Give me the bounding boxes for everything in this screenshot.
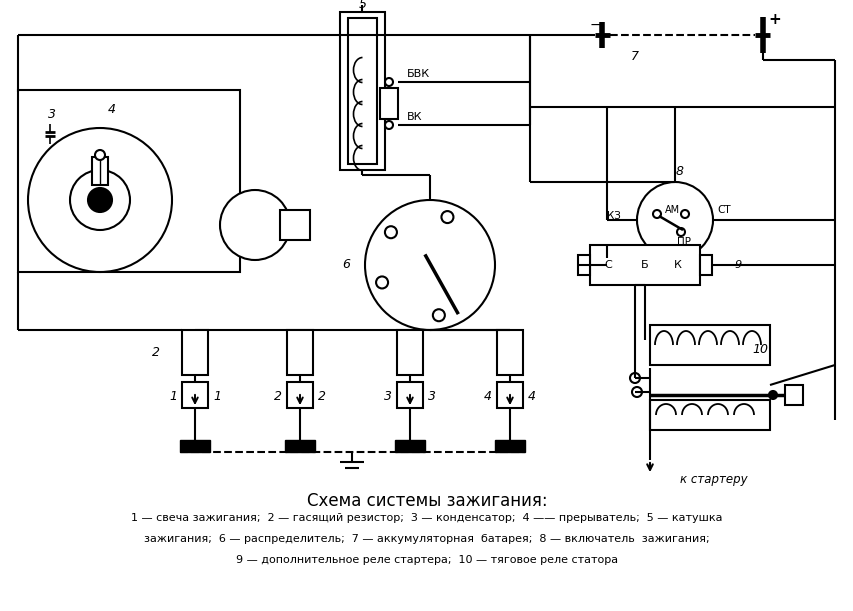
Bar (495, 440, 525, 452)
Text: СТ: СТ (717, 205, 730, 215)
Circle shape (385, 78, 392, 86)
Bar (92, 157, 107, 185)
Bar (699, 255, 711, 275)
Circle shape (630, 373, 639, 383)
Circle shape (95, 150, 105, 160)
Text: 6: 6 (341, 258, 350, 271)
Bar (182, 382, 208, 408)
Text: АМ: АМ (664, 205, 679, 215)
Text: 2: 2 (317, 389, 326, 403)
Circle shape (28, 128, 171, 272)
Bar (285, 440, 315, 452)
Bar (287, 382, 313, 408)
Text: 10: 10 (751, 343, 767, 356)
Text: 2: 2 (152, 346, 160, 359)
Text: 3: 3 (48, 109, 56, 122)
Text: 1: 1 (169, 389, 177, 403)
Text: 4: 4 (484, 389, 491, 403)
Text: −: − (589, 18, 601, 32)
Text: Б: Б (641, 260, 648, 270)
Text: 7: 7 (630, 51, 638, 64)
Bar (339, 12, 385, 170)
Bar (649, 325, 769, 365)
Bar (397, 382, 422, 408)
Text: 4: 4 (107, 103, 116, 117)
Circle shape (385, 226, 397, 238)
Text: ПР: ПР (676, 237, 690, 247)
Circle shape (375, 276, 387, 288)
Text: КЗ: КЗ (606, 211, 620, 221)
Circle shape (631, 387, 641, 397)
Text: 3: 3 (427, 389, 436, 403)
Bar (180, 440, 210, 452)
Circle shape (680, 210, 688, 218)
Text: 2: 2 (274, 389, 281, 403)
Text: 4: 4 (527, 389, 536, 403)
Circle shape (385, 121, 392, 129)
Text: – 9: – 9 (725, 260, 741, 270)
Text: 3: 3 (384, 389, 392, 403)
Bar (784, 385, 802, 405)
Circle shape (70, 170, 130, 230)
Circle shape (636, 182, 712, 258)
Bar (395, 440, 425, 452)
Bar (280, 210, 310, 240)
Circle shape (220, 190, 290, 260)
Text: к стартеру: к стартеру (679, 474, 746, 486)
Bar (589, 245, 699, 285)
Bar (182, 330, 208, 375)
Text: +: + (768, 12, 780, 27)
Bar (577, 255, 589, 275)
Text: К: К (673, 260, 682, 270)
Text: 5: 5 (358, 0, 366, 10)
Text: 1 — свеча зажигания;  2 — гасящий резистор;  3 — конденсатор;  4 —— прерыватель;: 1 — свеча зажигания; 2 — гасящий резисто… (131, 513, 722, 523)
Circle shape (432, 309, 444, 321)
Bar (649, 400, 769, 430)
Circle shape (653, 210, 660, 218)
Text: 9 — дополнительное реле стартера;  10 — тяговое реле статора: 9 — дополнительное реле стартера; 10 — т… (235, 555, 618, 565)
Text: Схема системы зажигания:: Схема системы зажигания: (306, 492, 547, 510)
Circle shape (364, 200, 495, 330)
Text: С: С (603, 260, 611, 270)
Circle shape (441, 211, 453, 223)
Text: 8: 8 (676, 166, 683, 178)
Text: БВК: БВК (407, 69, 430, 79)
Bar (496, 330, 522, 375)
Circle shape (768, 391, 776, 399)
Text: 1: 1 (212, 389, 221, 403)
Bar (287, 330, 313, 375)
Bar (496, 382, 522, 408)
Bar (347, 18, 376, 164)
Circle shape (88, 188, 112, 212)
Bar (18, 90, 240, 272)
Circle shape (630, 374, 638, 382)
Circle shape (676, 228, 684, 236)
Text: зажигания;  6 — распределитель;  7 — аккумуляторная  батарея;  8 — включатель  з: зажигания; 6 — распределитель; 7 — аккум… (144, 534, 709, 544)
Text: ВК: ВК (407, 112, 422, 122)
Bar (380, 88, 397, 119)
Bar (397, 330, 422, 375)
